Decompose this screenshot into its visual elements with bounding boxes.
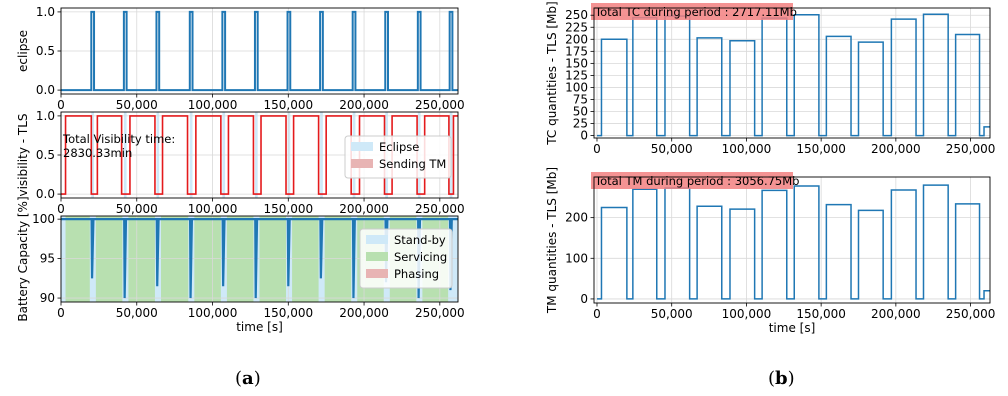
x-tick-label: 200,000 xyxy=(339,306,389,320)
total-annotation-box xyxy=(591,172,793,189)
tc-series-line xyxy=(596,13,990,137)
legend-swatch xyxy=(351,159,373,168)
total-annotation-text: Total TM during period : 3056.75Mb xyxy=(594,174,799,188)
y-tick-label: 50 xyxy=(573,105,588,119)
x-tick-label: 150,000 xyxy=(796,142,846,156)
x-tick-label: 50,000 xyxy=(116,202,158,216)
x-tick-label: 100,000 xyxy=(188,306,238,320)
legend-swatch xyxy=(366,235,388,244)
y-tick-label: 150 xyxy=(565,56,588,70)
legend-label: Servicing xyxy=(394,250,447,264)
legend-label: Eclipse xyxy=(379,140,419,154)
y-tick-label: 250 xyxy=(565,8,588,22)
x-tick-label: 250,000 xyxy=(415,98,465,112)
y-axis-label: Battery Capacity [%] xyxy=(16,196,30,321)
y-tick-label: 100 xyxy=(565,251,588,265)
x-tick-label: 250,000 xyxy=(946,307,996,321)
y-tick-label: 1.0 xyxy=(36,109,55,123)
x-axis-label: time [s] xyxy=(769,321,816,335)
y-tick-label: 0 xyxy=(580,129,588,143)
legend-label: Stand-by xyxy=(394,233,446,247)
eclipse-series-line xyxy=(61,10,458,92)
tc-quantities-panel: Total TC during period : 2717.11Mb 0 50,00… xyxy=(545,1,995,156)
y-tick-label: 225 xyxy=(565,20,588,34)
x-tick-label: 50,000 xyxy=(116,306,158,320)
y-tick-label: 0.0 xyxy=(36,187,55,201)
x-tick-label: 0 xyxy=(57,98,65,112)
y-tick-label: 0 xyxy=(580,292,588,306)
y-tick-label: 0.5 xyxy=(36,44,55,58)
tm-quantities-panel: Total TM during period : 3056.75Mb 0 50,00… xyxy=(545,167,995,335)
legend-label: Phasing xyxy=(394,267,439,281)
legend-swatch xyxy=(351,142,373,151)
x-tick-label: 50,000 xyxy=(116,98,158,112)
axes-frame xyxy=(593,7,991,139)
y-tick-label: 200 xyxy=(565,32,588,46)
x-tick-label: 150,000 xyxy=(263,98,313,112)
caption-b: (b) xyxy=(768,368,795,389)
x-axis-label: time [s] xyxy=(236,320,283,334)
x-tick-label: 150,000 xyxy=(796,307,846,321)
y-tick-label: 100 xyxy=(32,212,55,226)
y-tick-label: 175 xyxy=(565,44,588,58)
x-tick-label: 0 xyxy=(57,202,65,216)
y-tick-label: 0.0 xyxy=(36,83,55,97)
x-tick-label: 150,000 xyxy=(263,202,313,216)
x-tick-label: 0 xyxy=(593,307,601,321)
battery-series-line xyxy=(61,218,458,299)
y-axis-label: visibility - TLS xyxy=(16,113,30,196)
x-tick-label: 100,000 xyxy=(722,307,772,321)
visibility-annotation-line2: 2830.33min xyxy=(63,146,132,160)
y-tick-label: 75 xyxy=(573,92,588,106)
visibility-series-line xyxy=(61,115,458,195)
y-tick-label: 125 xyxy=(565,68,588,82)
axes-frame xyxy=(593,176,991,304)
x-tick-label: 50,000 xyxy=(651,307,693,321)
y-axis-label: TC quantities - TLS [Mb] xyxy=(545,1,559,145)
visibility-annotation-line1: Total Visibility time: xyxy=(62,132,175,146)
x-tick-label: 200,000 xyxy=(871,142,921,156)
x-tick-label: 0 xyxy=(57,306,65,320)
x-tick-label: 200,000 xyxy=(871,307,921,321)
x-tick-label: 200,000 xyxy=(339,202,389,216)
x-tick-label: 0 xyxy=(593,142,601,156)
legend-swatch xyxy=(366,269,388,278)
y-tick-label: 1.0 xyxy=(36,5,55,19)
x-tick-label: 100,000 xyxy=(188,202,238,216)
x-tick-label: 250,000 xyxy=(415,202,465,216)
x-tick-label: 100,000 xyxy=(722,142,772,156)
battery-panel: Stand-by Servicing Phasing 0 50,000 100,000 15… xyxy=(16,196,465,334)
y-axis-label: eclipse xyxy=(16,30,30,72)
x-tick-label: 100,000 xyxy=(188,98,238,112)
x-tick-label: 250,000 xyxy=(946,142,996,156)
y-axis-label: TM quantities - TLS [Mb] xyxy=(545,167,559,314)
y-tick-label: 200 xyxy=(565,211,588,225)
legend-label: Sending TM xyxy=(379,157,446,171)
legend-swatch xyxy=(366,252,388,261)
eclipse-panel: 0 50,000 100,000 150,000 200,000 250,000 0.0 0.… xyxy=(16,5,465,112)
caption-a: (a) xyxy=(235,368,261,389)
visibility-panel: Total Visibility time:2830.33min Eclipse S… xyxy=(16,109,465,216)
y-tick-label: 0.5 xyxy=(36,148,55,162)
x-tick-label: 150,000 xyxy=(263,306,313,320)
total-annotation-box xyxy=(591,3,793,20)
x-tick-label: 200,000 xyxy=(339,98,389,112)
total-annotation-text: Total TC during period : 2717.11Mb xyxy=(594,5,797,19)
y-tick-label: 25 xyxy=(573,117,588,131)
x-tick-label: 250,000 xyxy=(415,306,465,320)
x-tick-label: 50,000 xyxy=(651,142,693,156)
y-tick-label: 90 xyxy=(40,291,55,305)
y-tick-label: 100 xyxy=(565,80,588,94)
y-tick-label: 95 xyxy=(40,252,55,266)
tm-series-line xyxy=(596,184,990,300)
